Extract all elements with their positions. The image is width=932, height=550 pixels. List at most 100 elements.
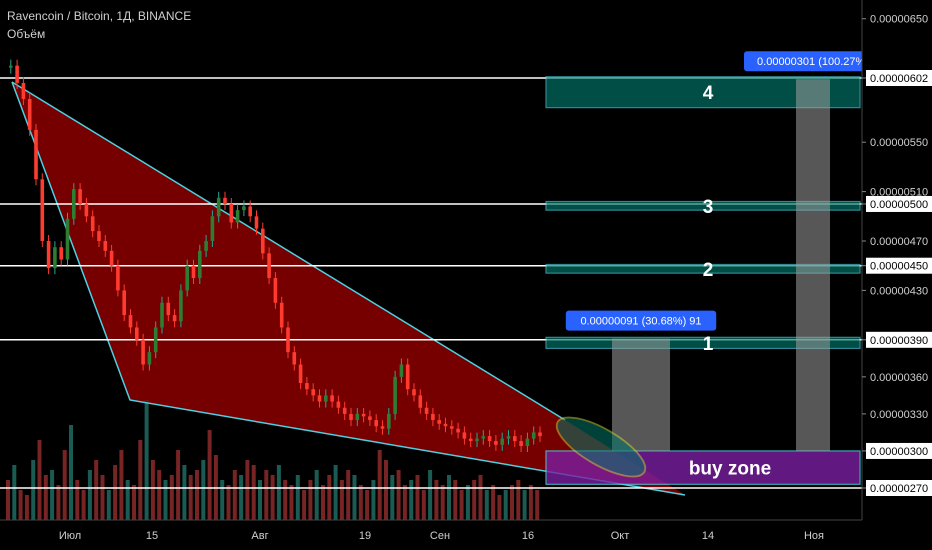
candle-body [72, 189, 76, 219]
target-label: 3 [703, 197, 714, 218]
volume-bar [302, 490, 307, 520]
target-label: 1 [703, 334, 714, 355]
time-tick-label: Авг [251, 530, 268, 542]
candle-body [90, 216, 95, 232]
time-tick-label: Сен [430, 530, 450, 542]
measure-label-bg [565, 310, 717, 331]
candle-body [500, 438, 504, 445]
candle-body [34, 129, 38, 180]
candle-body [513, 436, 517, 442]
candle-body [84, 203, 89, 217]
candle-body [109, 250, 114, 266]
volume-bar [402, 485, 407, 520]
price-tick-highlight [866, 331, 932, 348]
volume-bar [465, 485, 470, 520]
volume-bar [195, 470, 199, 520]
volume-bar [283, 480, 288, 520]
candle-body [443, 423, 448, 427]
candle-body [324, 395, 328, 402]
volume-bar [535, 490, 540, 520]
candle-body [355, 413, 360, 421]
candle-body [298, 364, 303, 384]
volume-bar [384, 460, 388, 520]
volume-bar [491, 485, 496, 520]
volume-bar [119, 450, 124, 520]
volume-bar [528, 485, 533, 520]
symbol-title[interactable]: Ravencoin / Bitcoin, 1Д, BINANCE [7, 9, 192, 23]
volume-bar [358, 485, 363, 520]
candle-body [21, 82, 26, 99]
volume-bar [314, 470, 319, 520]
price-tick-highlight [866, 442, 932, 459]
breakout-ellipse [555, 416, 647, 478]
volume-bar [125, 480, 130, 520]
price-tick-label: 0.00000650 [870, 14, 928, 26]
candle-body [475, 438, 479, 442]
candle-body [487, 436, 492, 442]
price-tick-label: 0.00000450 [870, 261, 928, 273]
time-tick-label: 15 [146, 530, 158, 542]
volume-bar [138, 440, 143, 520]
price-tick-label: 0.00000360 [870, 372, 928, 384]
time-tick-label: Июл [59, 530, 81, 542]
volume-bar [447, 475, 451, 520]
price-tick-label: 0.00000510 [870, 187, 928, 199]
candle-body [103, 241, 108, 251]
price-tick-label: 0.00000330 [870, 409, 928, 421]
volume-bar [113, 465, 118, 520]
price-tick-highlight [866, 257, 932, 274]
volume-bar [421, 490, 426, 520]
target-label: 4 [703, 83, 714, 104]
volume-bar [264, 470, 269, 520]
candle-body [9, 65, 13, 68]
candle-body [65, 218, 70, 260]
candle-body [279, 302, 284, 328]
candle-body [204, 241, 208, 251]
price-tick-highlight [866, 70, 932, 86]
candle-body [418, 395, 423, 408]
candle-body [387, 413, 391, 429]
volume-bar [18, 490, 23, 520]
volume-bar [365, 490, 370, 520]
volume-bar [207, 430, 212, 520]
volume-bar [440, 485, 445, 520]
volume-bar [43, 475, 48, 520]
volume-bar [276, 465, 281, 520]
measure-label: 0.00000301 (100.27%) [757, 56, 869, 68]
volume-bar [163, 480, 168, 520]
volume-bar [352, 475, 357, 520]
candle-body [185, 265, 189, 291]
candle-body [216, 197, 221, 217]
candle-body [160, 302, 164, 328]
volume-bar [258, 480, 262, 520]
volume-bar [390, 475, 395, 520]
measure-range [612, 338, 670, 451]
candle-body [261, 228, 265, 254]
volume-bar [176, 450, 181, 520]
volume-bar [81, 490, 86, 520]
volume-indicator-label[interactable]: Объём [7, 27, 46, 41]
volume-bar [188, 475, 193, 520]
candle-body [336, 401, 341, 408]
target-box [545, 263, 861, 274]
volume-bar [232, 470, 237, 520]
volume-bar [94, 460, 99, 520]
candle-body [46, 241, 51, 269]
wedge-lower-line [11, 81, 686, 496]
price-tick-label: 0.00000550 [870, 137, 928, 149]
candle-body [166, 302, 171, 316]
volume-bar [31, 460, 36, 520]
candle-body [519, 441, 523, 447]
volume-bar [239, 475, 244, 520]
candle-body [506, 436, 511, 439]
candle-body [450, 426, 454, 429]
target-box [545, 200, 861, 211]
candle-body [179, 290, 183, 322]
volume-bar [371, 480, 376, 520]
volume-bar [459, 490, 464, 520]
volume-bar [484, 490, 489, 520]
volume-bar [37, 440, 42, 520]
candle-body [437, 420, 441, 424]
candle-body [254, 216, 259, 229]
